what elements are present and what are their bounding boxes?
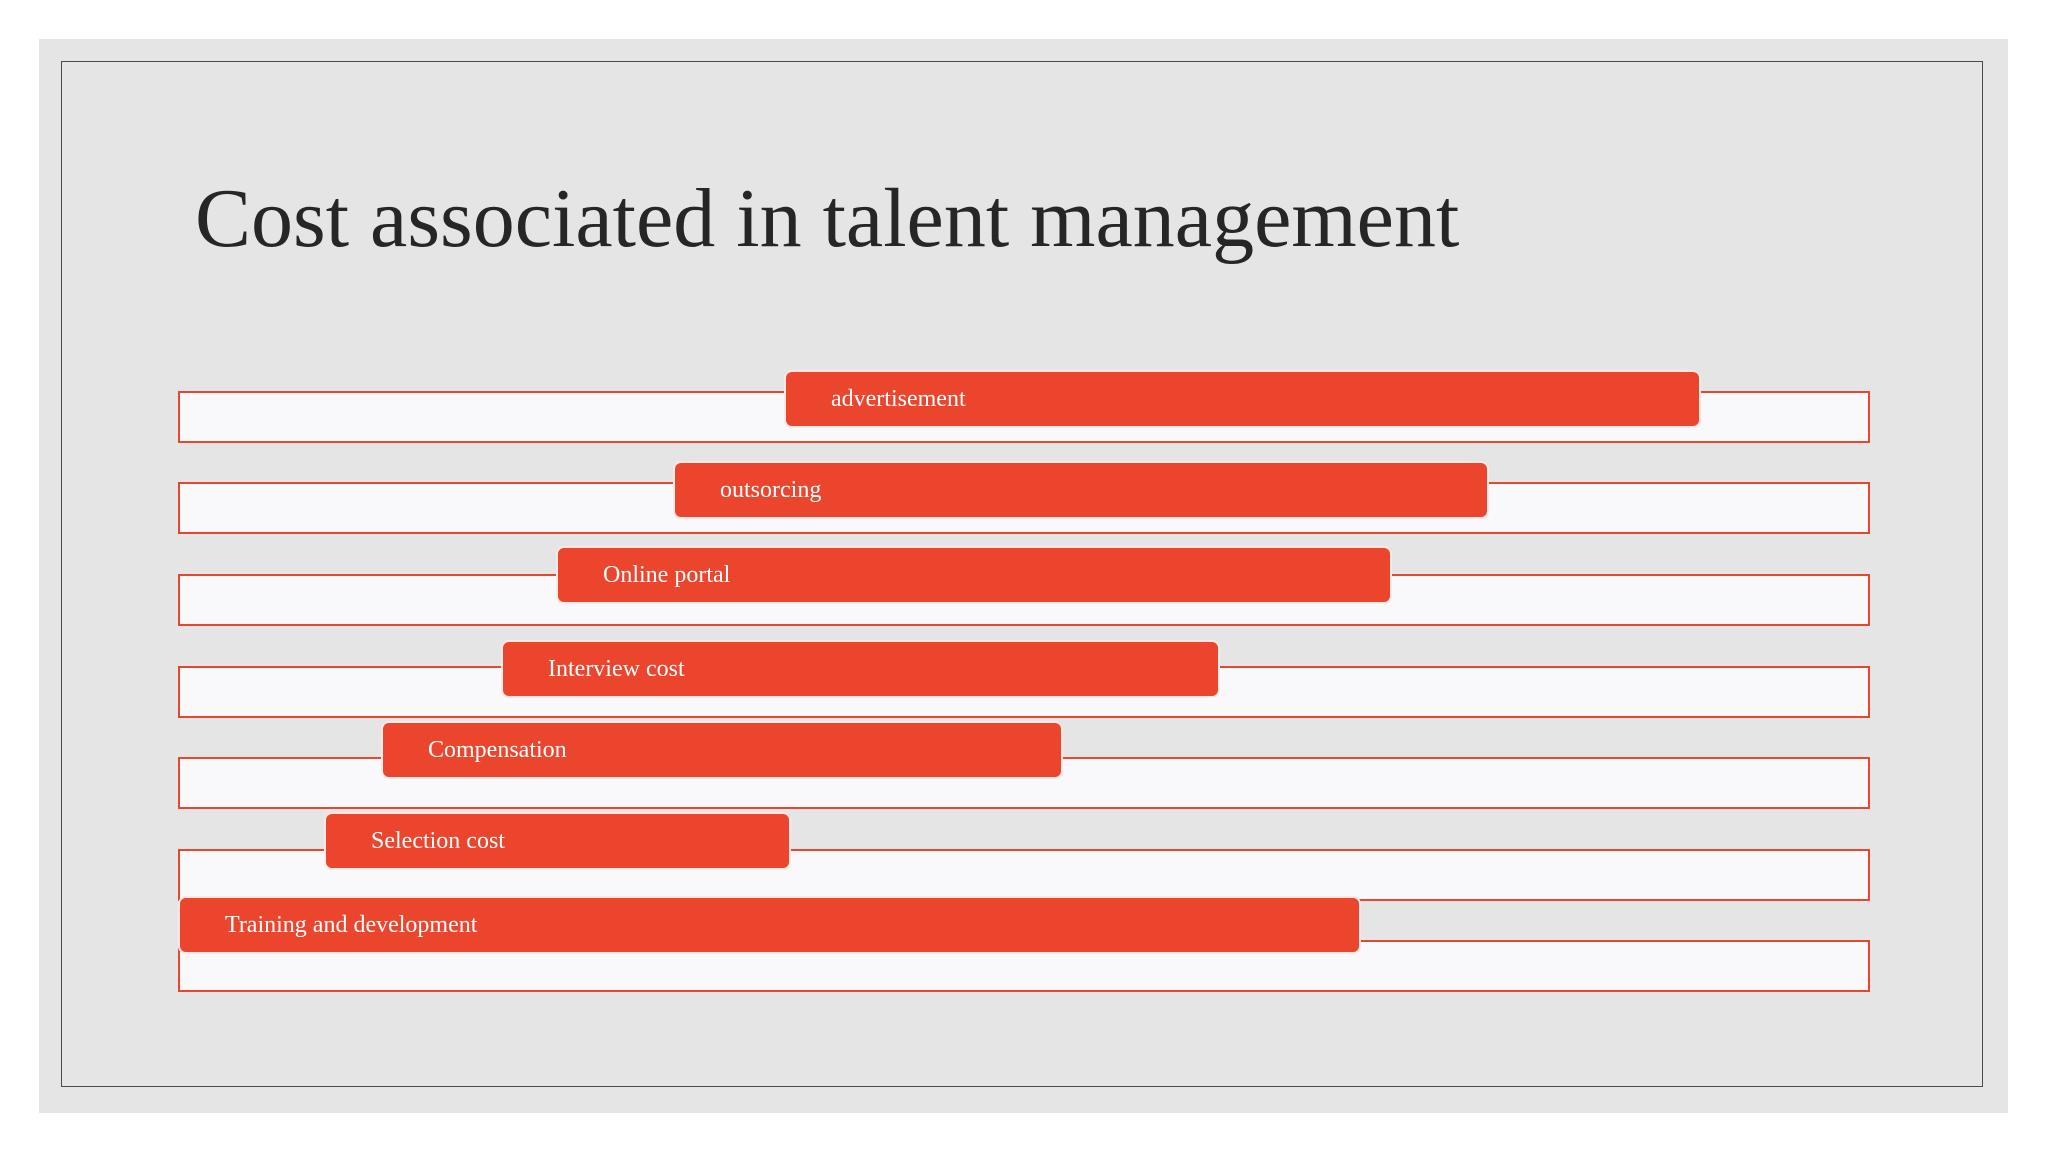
- item-interview-cost: Interview cost: [501, 640, 1220, 698]
- item-advertisement: advertisement: [784, 370, 1701, 428]
- item-training-and-development: Training and development: [178, 896, 1361, 954]
- item-outsourcing: outsorcing: [673, 461, 1489, 519]
- item-compensation: Compensation: [381, 721, 1063, 779]
- item-online-portal: Online portal: [556, 546, 1392, 604]
- slide-title: Cost associated in talent management: [195, 172, 1460, 265]
- slide-frame: [61, 61, 1983, 1087]
- slide: Cost associated in talent management adv…: [39, 39, 2008, 1113]
- item-selection-cost: Selection cost: [324, 812, 791, 870]
